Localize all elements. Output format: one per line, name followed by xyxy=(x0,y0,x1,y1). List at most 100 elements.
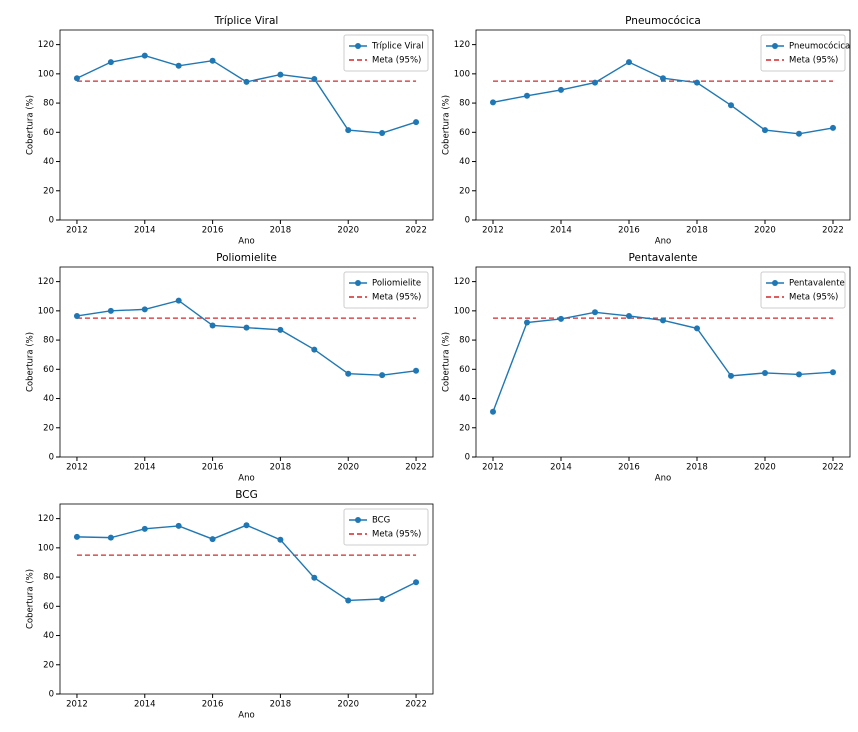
data-point xyxy=(558,315,564,322)
data-point xyxy=(311,574,318,581)
data-point xyxy=(311,75,318,82)
legend-marker xyxy=(355,43,361,49)
y-tick-label: 120 xyxy=(38,277,54,287)
y-tick-label: 0 xyxy=(465,453,470,463)
data-point xyxy=(796,130,802,137)
y-axis-label: Cobertura (%) xyxy=(442,95,452,155)
legend-label: Poliomielite xyxy=(372,279,421,289)
data-point xyxy=(107,59,114,66)
y-tick-label: 60 xyxy=(43,365,54,375)
y-tick-label: 80 xyxy=(43,573,54,583)
subplot: Poliomielite 0 20 40 60 80 100 120 2012 2014 2016 2… xyxy=(26,252,434,484)
x-tick-label: 2012 xyxy=(66,226,88,236)
data-point xyxy=(277,536,284,543)
y-tick-label: 120 xyxy=(38,40,54,50)
x-axis-label: Ano xyxy=(238,711,254,721)
y-axis-label: Cobertura (%) xyxy=(26,569,36,629)
y-tick-label: 100 xyxy=(454,306,470,316)
x-tick-label: 2014 xyxy=(550,463,572,473)
x-tick-label: 2018 xyxy=(270,226,292,236)
data-point xyxy=(345,370,352,377)
legend: Pneumocócica Meta (95%) xyxy=(760,34,850,72)
y-tick-label: 40 xyxy=(43,157,54,167)
x-tick-label: 2016 xyxy=(202,700,224,710)
y-tick-label: 20 xyxy=(459,423,470,433)
series-line xyxy=(76,299,417,376)
x-axis-label: Ano xyxy=(655,474,671,484)
legend-box xyxy=(760,34,846,72)
y-tick-label: 120 xyxy=(454,277,470,287)
y-tick-label: 60 xyxy=(43,602,54,612)
subplot-title: Pentavalente xyxy=(629,252,698,264)
legend-label: Meta (95%) xyxy=(789,56,838,66)
legend: Poliomielite Meta (95%) xyxy=(343,271,429,309)
x-tick-label: 2020 xyxy=(337,700,359,710)
legend-label: Pneumocócica xyxy=(789,41,850,52)
data-point xyxy=(311,346,318,353)
axes-frame xyxy=(475,266,851,458)
legend-label: Tríplice Viral xyxy=(371,42,424,52)
x-tick-label: 2016 xyxy=(618,463,640,473)
data-point xyxy=(141,306,148,313)
subplot-title: Tríplice Viral xyxy=(214,15,279,27)
y-tick-label: 40 xyxy=(43,394,54,404)
data-point xyxy=(141,525,148,532)
legend-box xyxy=(343,271,429,309)
axes-frame xyxy=(59,29,434,221)
data-point xyxy=(379,372,386,379)
data-point xyxy=(558,86,564,93)
x-tick-label: 2012 xyxy=(482,226,504,236)
data-point xyxy=(830,369,836,376)
data-point xyxy=(73,75,80,82)
x-tick-label: 2016 xyxy=(202,463,224,473)
subplot-title: Pneumocócica xyxy=(625,15,701,27)
data-point xyxy=(107,307,114,314)
subplot-title: BCG xyxy=(235,489,258,501)
legend: Tríplice Viral Meta (95%) xyxy=(343,34,429,72)
y-tick-label: 0 xyxy=(49,216,54,226)
subplot: Tríplice Viral 0 20 40 60 80 100 120 2012 2014 201… xyxy=(26,15,434,247)
subplot: Pentavalente 0 20 40 60 80 100 120 2012 2014 2016 2… xyxy=(442,252,851,484)
y-tick-label: 40 xyxy=(459,157,470,167)
x-tick-label: 2018 xyxy=(686,463,708,473)
data-point xyxy=(243,522,250,529)
data-point xyxy=(660,75,666,82)
legend-marker xyxy=(772,280,778,286)
y-tick-label: 40 xyxy=(43,631,54,641)
y-tick-label: 40 xyxy=(459,394,470,404)
y-tick-label: 80 xyxy=(459,99,470,109)
data-point xyxy=(209,536,216,543)
x-tick-label: 2014 xyxy=(550,226,572,236)
data-point xyxy=(277,326,284,333)
legend-label: Meta (95%) xyxy=(372,530,421,540)
x-tick-label: 2018 xyxy=(270,700,292,710)
data-point xyxy=(830,124,836,131)
legend-marker xyxy=(355,517,361,523)
x-tick-label: 2020 xyxy=(337,463,359,473)
y-tick-label: 100 xyxy=(38,69,54,79)
legend-label: Meta (95%) xyxy=(372,56,421,66)
data-point xyxy=(762,369,768,376)
y-tick-label: 100 xyxy=(38,306,54,316)
y-tick-label: 60 xyxy=(43,128,54,138)
data-point xyxy=(413,579,420,586)
y-axis-label: Cobertura (%) xyxy=(26,95,36,155)
y-tick-label: 80 xyxy=(459,336,470,346)
y-tick-label: 120 xyxy=(454,40,470,50)
data-point xyxy=(345,127,352,134)
data-point xyxy=(209,57,216,64)
data-point xyxy=(345,597,352,604)
x-tick-label: 2020 xyxy=(754,463,776,473)
legend-box xyxy=(343,34,429,72)
data-point xyxy=(175,522,182,529)
y-tick-label: 100 xyxy=(38,543,54,553)
y-tick-label: 60 xyxy=(459,128,470,138)
legend: Pentavalente Meta (95%) xyxy=(760,271,846,309)
data-point xyxy=(694,79,700,86)
x-tick-label: 2012 xyxy=(482,463,504,473)
x-tick-label: 2014 xyxy=(134,226,156,236)
x-axis-label: Ano xyxy=(655,237,671,247)
subplot: BCG 0 20 40 60 80 100 120 2012 2014 2016 2018 2020 20… xyxy=(26,489,434,721)
data-point xyxy=(796,371,802,378)
